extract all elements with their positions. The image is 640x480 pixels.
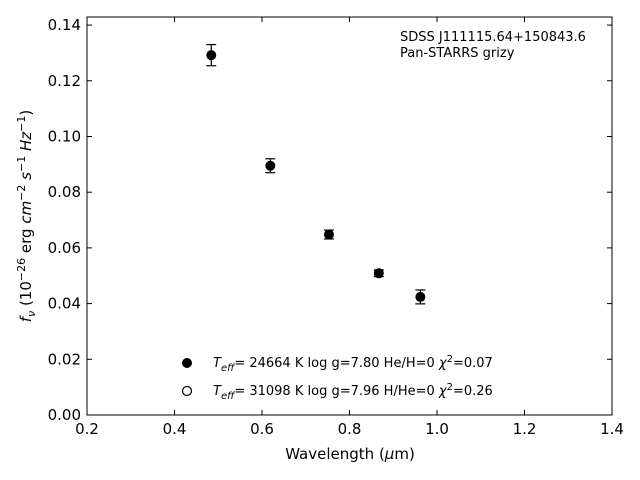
data-point-4 — [415, 291, 426, 302]
y-tick-label-1: 0.02 — [48, 350, 81, 368]
legend-entry-2: Teff= 31098 K log g=7.96 H/He=0 χ2=0.26 — [213, 382, 493, 402]
y-tick-label-7: 0.14 — [48, 16, 81, 34]
y-tick-label-2: 0.04 — [48, 295, 81, 313]
legend: Teff= 24664 K log g=7.80 He/H=0 χ2=0.07 … — [181, 354, 493, 402]
y-tick-label-3: 0.06 — [48, 239, 81, 257]
x-tick-label-3: 0.8 — [338, 420, 362, 438]
data-point-3 — [373, 268, 384, 279]
x-tick-label-5: 1.2 — [513, 420, 537, 438]
legend-entry-1: Teff= 24664 K log g=7.80 He/H=0 χ2=0.07 — [213, 354, 493, 374]
data-point-0 — [206, 50, 217, 61]
y-tick-label-0: 0.00 — [48, 406, 81, 424]
x-tick-label-6: 1.4 — [600, 420, 624, 438]
data-point-1 — [265, 160, 276, 171]
y-tick-label-5: 0.10 — [48, 127, 81, 145]
annotation-line-1: SDSS J111115.64+150843.6 — [400, 30, 586, 45]
y-tick-label-4: 0.08 — [48, 183, 81, 201]
legend-marker-open — [181, 385, 193, 397]
x-tick-label-4: 1.0 — [425, 420, 449, 438]
data-point-2 — [323, 229, 334, 240]
y-axis-label: fν (10−26 erg cm−2 s−1 Hz−1) — [15, 110, 38, 323]
x-tick-label-0: 0.2 — [75, 420, 99, 438]
legend-marker-filled — [182, 358, 192, 368]
x-tick-label-1: 0.4 — [163, 420, 187, 438]
annotation-line-2: Pan-STARRS grizy — [400, 46, 515, 61]
x-axis-label: Wavelength (μm) — [285, 445, 415, 463]
y-tick-label-6: 0.12 — [48, 72, 81, 90]
x-tick-label-2: 0.6 — [250, 420, 274, 438]
